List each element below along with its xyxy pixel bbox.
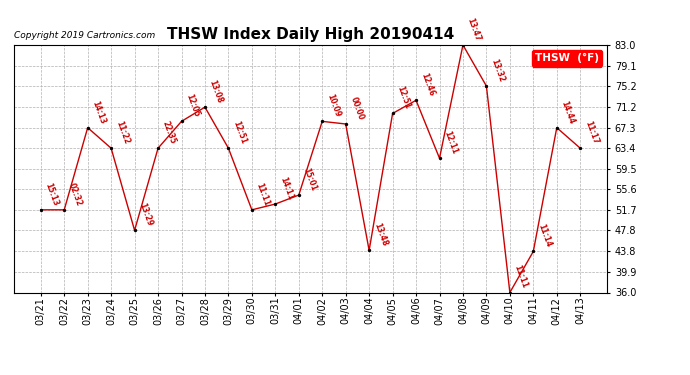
Point [411,97,422,103]
Point [457,42,469,48]
Text: 22:35: 22:35 [161,120,177,146]
Point [575,145,586,151]
Point [434,155,445,161]
Text: 13:47: 13:47 [466,16,482,42]
Point [364,248,375,254]
Text: 11:22: 11:22 [114,120,130,146]
Text: 02:32: 02:32 [67,181,83,207]
Point [317,118,328,124]
Text: 12:51: 12:51 [395,85,412,111]
Text: 14:13: 14:13 [90,99,107,125]
Text: 12:46: 12:46 [419,72,435,98]
Legend: THSW  (°F): THSW (°F) [532,50,602,66]
Point [223,145,234,151]
Point [387,111,398,117]
Point [340,121,351,127]
Text: 11:11: 11:11 [513,264,529,290]
Point [35,207,46,213]
Text: 13:08: 13:08 [208,78,224,104]
Text: 10:09: 10:09 [325,93,342,118]
Text: 13:32: 13:32 [489,57,506,83]
Text: 15:01: 15:01 [302,166,318,192]
Text: 12:51: 12:51 [231,120,248,146]
Text: 00:00: 00:00 [348,96,365,121]
Point [106,145,117,151]
Text: 15:13: 15:13 [43,182,60,207]
Point [551,124,562,130]
Text: 11:14: 11:14 [536,223,553,249]
Point [293,192,304,198]
Point [152,145,164,151]
Point [199,104,210,110]
Text: Copyright 2019 Cartronics.com: Copyright 2019 Cartronics.com [14,31,155,40]
Text: 11:17: 11:17 [583,120,600,146]
Point [270,201,281,207]
Point [481,83,492,89]
Title: THSW Index Daily High 20190414: THSW Index Daily High 20190414 [167,27,454,42]
Text: 12:11: 12:11 [442,130,459,156]
Text: 14:11: 14:11 [278,176,295,201]
Point [129,227,140,233]
Text: 11:11: 11:11 [255,181,271,207]
Point [176,118,187,124]
Point [528,248,539,254]
Point [246,207,257,213]
Point [82,124,93,130]
Text: 14:44: 14:44 [560,99,576,125]
Point [59,207,70,213]
Text: 13:48: 13:48 [372,222,388,248]
Point [504,290,515,296]
Text: 12:05: 12:05 [184,93,201,118]
Text: 13:29: 13:29 [137,202,154,228]
